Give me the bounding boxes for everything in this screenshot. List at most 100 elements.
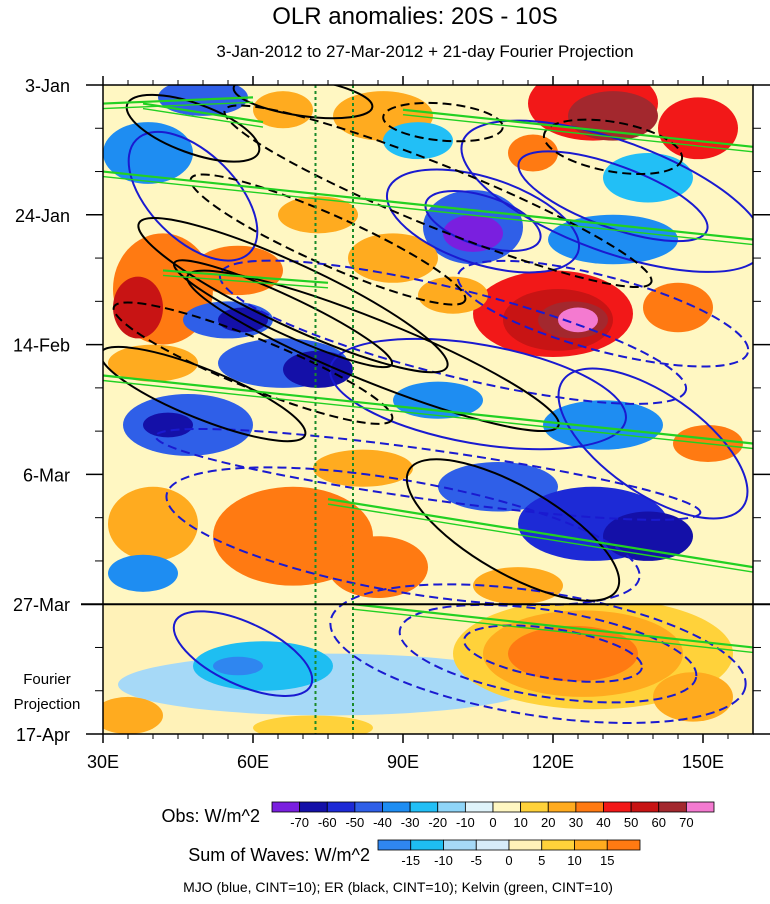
y-tick-label-2: 14-Feb [13, 336, 70, 356]
axes: 30E 60E 90E 120E 150E 3-Jan 24-Jan 14-Feb 6-Mar 2… [13, 76, 770, 772]
kelvin-contour-4-b [162, 274, 329, 289]
er-contour-6 [112, 301, 394, 425]
kelvin-contour-7-a [103, 96, 254, 105]
waves-colorbar-swatch-2 [443, 839, 477, 851]
obs-anomaly-patch-6 [568, 91, 658, 141]
obs-anomaly-patch-24 [643, 282, 713, 333]
obs-colorbar-swatch-1 [299, 801, 328, 813]
kelvin-contour-5-a [327, 498, 753, 569]
obs-colorbar-level-11: 40 [596, 815, 610, 830]
y-tick-label-3: 6-Mar [23, 465, 70, 485]
obs-anomaly-patch-26 [108, 344, 198, 382]
obs-colorbar-level-12: 50 [624, 815, 638, 830]
mjo-contour-layer [127, 119, 753, 724]
waves-colorbar-swatch-6 [574, 839, 608, 851]
obs-anomaly-patch-32 [543, 400, 663, 450]
obs-anomaly-patch-40 [108, 486, 198, 561]
wave-sum-patch-7 [508, 625, 638, 682]
obs-colorbar-level-0: -70 [290, 815, 309, 830]
obs-colorbar-swatch-15 [685, 801, 715, 813]
obs-colorbar-swatch-2 [326, 801, 356, 813]
obs-anomaly-patch-41 [108, 554, 178, 592]
mjo-contour-7 [218, 259, 688, 405]
obs-anomaly-patch-11 [443, 214, 503, 252]
kelvin-contour-6-b [352, 608, 753, 654]
obs-anomaly-patch-7 [658, 97, 738, 160]
kelvin-contour-5-b [327, 503, 753, 573]
waves-colorbar-level-6: 15 [600, 853, 614, 868]
x-tick-label-4: 150E [682, 752, 724, 772]
obs-colorbar-level-10: 30 [569, 815, 583, 830]
waves-colorbar-swatch-5 [541, 839, 575, 851]
obs-colorbar-swatch-10 [547, 801, 577, 813]
waves-colorbar-label: Sum of Waves: W/m^2 [188, 845, 370, 865]
kelvin-contour-1-b [142, 107, 264, 128]
er-contour-8 [405, 458, 621, 602]
waves-colorbar-level-2: -5 [470, 853, 482, 868]
obs-colorbar-swatch-11 [575, 801, 604, 813]
er-contour-1 [172, 259, 394, 369]
kelvin-contour-layer [103, 96, 753, 654]
obs-anomaly-patch-15 [113, 276, 163, 339]
obs-anomaly-patch-19 [218, 307, 268, 333]
mjo-contour-1 [385, 168, 581, 274]
obs-colorbar-swatch-7 [464, 801, 494, 813]
er-contour-10 [382, 101, 504, 143]
mjo-contour-9 [165, 466, 641, 607]
obs-anomaly-patch-2 [253, 91, 313, 129]
waves-colorbar-swatch-3 [475, 839, 510, 851]
obs-colorbar-level-7: 0 [489, 815, 496, 830]
obs-anomaly-patch-23 [558, 307, 598, 333]
mjo-contour-13 [154, 427, 702, 521]
er-contour-9 [542, 118, 684, 176]
y-tick-label-5: 17-Apr [16, 725, 70, 745]
waves-colorbar-swatch-4 [508, 839, 543, 851]
x-tick-label-0: 30E [87, 752, 119, 772]
x-tick-label-2: 90E [387, 752, 419, 772]
waves-colorbar-swatch-0 [377, 839, 412, 851]
obs-colorbar-swatch-6 [437, 801, 466, 813]
footer-note: MJO (blue, CINT=10); ER (black, CINT=10)… [183, 879, 613, 895]
kelvin-contour-2-a [402, 108, 753, 148]
obs-colorbar-level-4: -30 [401, 815, 420, 830]
er-contour-5 [189, 173, 467, 306]
wave-sum-patch-3 [103, 696, 163, 734]
obs-anomaly-patch-17 [348, 233, 438, 283]
obs-colorbar-swatch-12 [603, 801, 632, 813]
wave-sum-patch-2 [213, 656, 263, 676]
er-contour-4 [223, 104, 653, 289]
er-contour-layer [103, 85, 684, 602]
obs-colorbar-swatch-13 [630, 801, 660, 813]
obs-colorbar-label: Obs: W/m^2 [162, 806, 260, 826]
obs-anomaly-patch-4 [383, 122, 453, 160]
obs-anomaly-patch-42 [473, 567, 563, 604]
kelvin-contour-3-b [103, 379, 753, 450]
obs-anomaly-patch-30 [143, 412, 193, 438]
waves-colorbar-swatch-1 [410, 839, 444, 851]
obs-colorbar-level-14: 70 [679, 815, 693, 830]
mjo-contour-8 [456, 259, 750, 368]
x-tick-label-1: 60E [237, 752, 269, 772]
er-contour-2 [186, 269, 560, 432]
mjo-contour-11 [398, 603, 698, 704]
y-tick-label-4: 27-Mar [13, 595, 70, 615]
x-tick-label-3: 120E [532, 752, 574, 772]
reference-lines [314, 85, 354, 734]
wave-sum-patch-4 [253, 715, 373, 734]
kelvin-contour-4-a [162, 269, 329, 284]
projection-label-line1: Fourier [23, 671, 71, 688]
obs-colorbar-level-13: 60 [652, 815, 666, 830]
obs-colorbar-level-1: -60 [318, 815, 337, 830]
obs-colorbar-swatch-4 [382, 801, 411, 813]
mjo-contour-14 [557, 367, 749, 520]
mjo-contour-12 [463, 624, 643, 683]
waves-colorbar-level-3: 0 [505, 853, 512, 868]
kelvin-contour-6-a [352, 603, 753, 649]
y-tick-label-0: 3-Jan [25, 76, 70, 96]
chart-subtitle: 3-Jan-2012 to 27-Mar-2012 + 21-day Fouri… [216, 42, 633, 61]
kelvin-contour-7-b [103, 101, 254, 110]
obs-colorbar-level-8: 10 [513, 815, 527, 830]
er-contour-11 [232, 85, 374, 120]
obs-anomaly-patch-1 [103, 122, 193, 184]
